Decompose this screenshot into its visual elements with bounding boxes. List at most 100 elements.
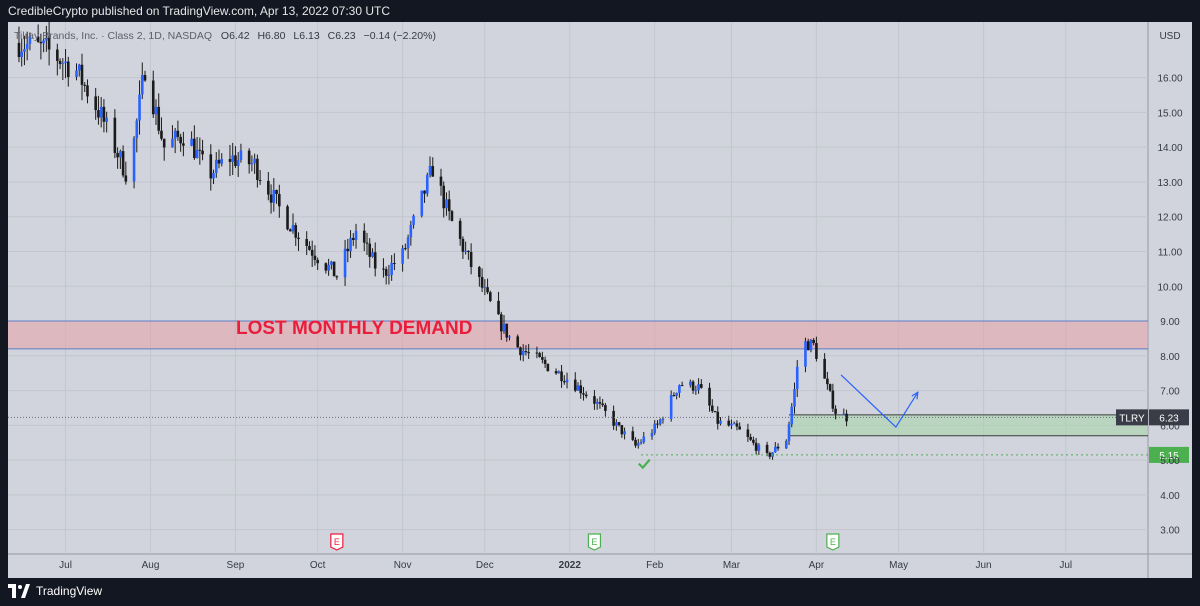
candle-bear — [269, 194, 273, 203]
y-tick-label: 6.00 — [1160, 421, 1180, 432]
candle-bear — [121, 151, 125, 176]
candle-bear — [554, 371, 558, 374]
candle-bear — [524, 351, 528, 353]
candle-bear — [598, 402, 602, 404]
candle-bear — [634, 439, 637, 446]
candle-bear — [83, 84, 87, 86]
candle-bull — [464, 250, 467, 252]
earnings-marker[interactable]: E — [587, 533, 602, 551]
candle-bear — [823, 358, 826, 379]
candle-bear — [346, 248, 350, 252]
candle-bear — [308, 245, 311, 250]
candle-bear — [404, 248, 407, 250]
price-axis: 16.00 15.00 14.00 13.00 12.00 11.00 10.00 9.00 8… — [1157, 74, 1182, 537]
legend-change: −0.14 (−2.20%) — [364, 30, 436, 42]
candle-bear — [543, 359, 547, 364]
candle-bull — [420, 190, 424, 216]
candle-bull — [291, 225, 295, 232]
candle-bull — [272, 189, 276, 203]
candle-bear — [86, 85, 89, 97]
candle-bear — [56, 49, 59, 61]
candle-bear — [560, 371, 563, 382]
y-tick-label: 7.00 — [1160, 387, 1180, 398]
x-tick-label: Nov — [394, 560, 412, 571]
candle-bull — [61, 63, 65, 65]
candle-bear — [480, 276, 484, 288]
y-tick-label: 3.00 — [1160, 526, 1180, 537]
candle-bull — [642, 436, 646, 443]
candle-bull — [343, 248, 347, 278]
candle-bear — [593, 396, 596, 404]
candle-bull — [678, 385, 681, 393]
legend-low-label: L — [293, 30, 299, 42]
candle-bull — [354, 230, 358, 240]
candle-bear — [313, 255, 317, 260]
candle-bear — [294, 225, 298, 238]
x-tick-label: Jun — [976, 560, 992, 571]
candle-bear — [831, 390, 835, 409]
candle-bear — [305, 239, 309, 246]
candle-bull — [689, 381, 692, 386]
earnings-label: E — [334, 537, 340, 547]
earnings-label: E — [830, 537, 836, 547]
candle-bear — [228, 159, 232, 162]
legend-open-value: 6.42 — [229, 30, 250, 42]
x-tick-label: Dec — [476, 560, 494, 571]
currency-label: USD — [1159, 31, 1180, 42]
legend: Tilray Brands, Inc. · Class 2, 1D, NASDA… — [14, 30, 436, 42]
y-tick-label: 16.00 — [1157, 74, 1182, 85]
candle-bear — [538, 353, 541, 358]
candle-bear — [546, 363, 550, 372]
candle-bull — [795, 366, 799, 390]
price-chart[interactable]: E E E TLRY 6.23 5.15 16.00 15.00 14.00 13.00 12.0… — [0, 22, 1200, 578]
candle-bear — [193, 138, 196, 158]
candle-bull — [787, 424, 791, 441]
candle-bull — [412, 215, 415, 225]
projection-path — [840, 374, 919, 429]
support-price-value: 5.15 — [1159, 451, 1179, 462]
candle-bear — [157, 106, 161, 131]
candle-bear — [297, 237, 300, 240]
earnings-marker[interactable]: E — [826, 533, 840, 551]
candle-bull — [639, 442, 643, 444]
candle-bull — [502, 323, 506, 332]
candle-bear — [234, 155, 237, 167]
candle-bull — [401, 248, 404, 264]
candle-bull — [132, 138, 136, 182]
candle-bull — [140, 75, 144, 95]
candle-bear — [612, 410, 615, 426]
tradingview-logo[interactable]: TradingView — [8, 584, 102, 598]
candle-bear — [700, 384, 703, 388]
candle-bull — [793, 389, 796, 407]
candle-bear — [332, 261, 336, 277]
price-axis-background — [1148, 22, 1192, 554]
y-tick-label: 9.00 — [1160, 317, 1180, 328]
candle-bear — [431, 166, 435, 177]
legend-close-value: 6.23 — [335, 30, 356, 42]
candle-bull — [784, 440, 788, 449]
candle-bull — [239, 150, 243, 160]
candle-bear — [201, 150, 204, 155]
candle-bear — [368, 243, 372, 257]
candle-bull — [428, 166, 432, 176]
candle-bear — [143, 75, 147, 81]
candle-bull — [390, 263, 393, 275]
candle-bear — [217, 159, 221, 164]
candle-bear — [382, 268, 385, 270]
candle-bear — [489, 292, 492, 301]
earnings-marker[interactable]: E — [330, 533, 344, 551]
candle-bear — [806, 341, 810, 351]
candle-bear — [286, 206, 289, 230]
candle-bear — [384, 269, 388, 276]
candle-bear — [393, 263, 396, 265]
candle-bull — [28, 36, 32, 44]
time-axis: Jul Aug Sep Oct Nov Dec 2022 Feb Mar Apr May Jun Jul — [59, 560, 1072, 571]
y-tick-label: 14.00 — [1157, 143, 1182, 154]
candle-bear — [335, 276, 339, 278]
candle-bear — [17, 42, 21, 58]
candle-bull — [842, 413, 846, 415]
candle-bull — [253, 158, 256, 164]
candle-bear — [467, 250, 470, 253]
candle-bull — [330, 261, 333, 265]
candle-bull — [557, 371, 561, 374]
